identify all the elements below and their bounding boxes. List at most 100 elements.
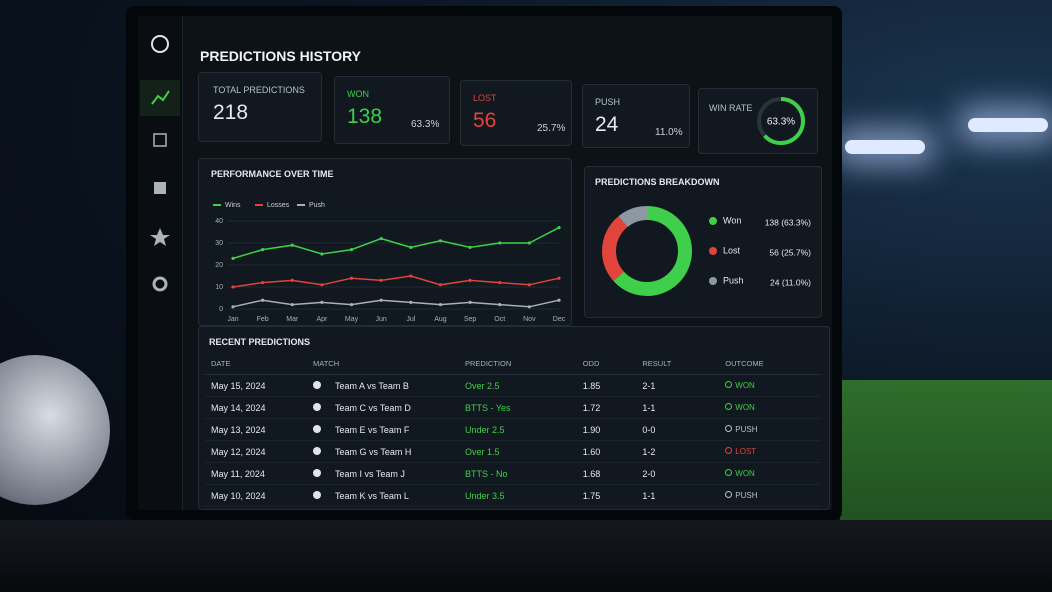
- settings-icon[interactable]: [152, 276, 168, 292]
- stat-label: WIN RATE: [709, 103, 753, 113]
- y-tick-label: 30: [215, 240, 223, 247]
- match-icon: [313, 402, 321, 411]
- series-point: [320, 283, 324, 287]
- cell-result: 2-1: [636, 374, 720, 397]
- x-tick-label: Jun: [376, 316, 387, 323]
- match-name: Team I vs Team J: [335, 468, 405, 479]
- cell-match: Team K vs Team L: [307, 484, 459, 507]
- series-point: [409, 274, 413, 278]
- column-header: DATE: [205, 353, 307, 375]
- series-point: [320, 300, 324, 304]
- panel-title: PREDICTIONS BREAKDOWN: [595, 177, 720, 187]
- series-point: [527, 241, 531, 245]
- cell-date: May 12, 2024: [205, 440, 307, 463]
- cell-odd: 1.72: [576, 396, 637, 419]
- cell-result: 0-0: [636, 418, 720, 441]
- cell-odd: 1.60: [576, 440, 637, 463]
- outcome-icon: [725, 491, 733, 498]
- series-point: [261, 298, 265, 302]
- sidebar-icons: [140, 35, 180, 292]
- stat-pct: 11.0%: [655, 127, 683, 138]
- series-point: [379, 278, 383, 282]
- table-body: May 15, 2024 Team A vs Team B Over 2.5 1.85…: [205, 374, 821, 507]
- page-title: PREDICTIONS HISTORY: [200, 48, 362, 64]
- column-header: RESULT: [636, 353, 720, 375]
- y-tick-label: 0: [219, 306, 223, 313]
- stat-label: TOTAL PREDICTIONS: [213, 85, 305, 95]
- series-point: [557, 226, 561, 230]
- list-icon[interactable]: [153, 133, 167, 147]
- series-point: [231, 285, 235, 289]
- series-point: [557, 276, 561, 280]
- cell-prediction: Over 2.5: [459, 374, 577, 397]
- series-point: [349, 248, 354, 252]
- stat-card: PUSH 24 11.0%: [582, 84, 690, 148]
- donut-segment: [602, 206, 692, 296]
- series-point: [498, 303, 502, 307]
- legend-dot: [709, 247, 717, 255]
- outcome-text: PUSH: [735, 425, 758, 434]
- cell-odd: 1.90: [576, 418, 637, 441]
- outcome-text: WON: [735, 403, 755, 412]
- series-point: [261, 248, 265, 252]
- recent-panel: RECENT PREDICTIONS DATE MATCH PREDICTION OD…: [198, 326, 830, 510]
- cell-outcome: LOST: [719, 440, 821, 463]
- match-icon: [313, 424, 321, 433]
- series-point: [290, 243, 294, 247]
- outcome-icon: [725, 469, 733, 476]
- cell-result: 1-1: [636, 484, 720, 507]
- match-icon: [313, 446, 321, 455]
- legend-dot: [709, 217, 717, 225]
- column-header: OUTCOME: [719, 353, 821, 375]
- cell-match: Team A vs Team B: [307, 374, 459, 397]
- x-tick-label: May: [345, 316, 359, 323]
- match-name: Team G vs Team H: [335, 446, 412, 457]
- series-point: [231, 305, 235, 309]
- legend-value: 24 (11.0%): [770, 277, 811, 287]
- series-point: [409, 300, 413, 304]
- outcome-icon: [725, 447, 733, 454]
- series-point: [438, 303, 443, 307]
- panel-title: RECENT PREDICTIONS: [209, 337, 311, 347]
- stat-card: WIN RATE 63.3%: [698, 88, 818, 154]
- cell-result: 2-0: [636, 462, 720, 485]
- x-tick-label: Jan: [227, 316, 238, 323]
- series-point: [557, 298, 561, 302]
- logo-icon[interactable]: [151, 35, 169, 53]
- stat-label: PUSH: [595, 97, 621, 107]
- stat-value: 138: [347, 105, 383, 128]
- cell-match: Team I vs Team J: [307, 462, 459, 485]
- series-point: [527, 283, 531, 287]
- cell-prediction: BTTS - No: [459, 462, 577, 485]
- header-row: DATE MATCH PREDICTION ODD RESULT OUTCOME: [205, 353, 821, 375]
- chart-icon[interactable]: [151, 90, 170, 105]
- stat-pct: 63.3%: [411, 119, 440, 130]
- stadium-light: [845, 140, 925, 154]
- match-name: Team K vs Team L: [335, 490, 409, 501]
- star-icon[interactable]: [150, 228, 170, 246]
- match-name: Team E vs Team F: [335, 424, 410, 435]
- table-row: May 15, 2024 Team A vs Team B Over 2.5 1.85…: [205, 374, 821, 397]
- table-row: May 13, 2024 Team E vs Team F Under 2.5 1.9…: [205, 418, 821, 441]
- cell-date: May 14, 2024: [205, 396, 307, 419]
- match-name: Team C vs Team D: [335, 402, 411, 413]
- legend-value: 56 (25.7%): [769, 247, 811, 257]
- outcome-icon: [725, 403, 733, 410]
- calendar-icon[interactable]: [154, 182, 166, 194]
- x-tick-label: Jul: [406, 316, 415, 323]
- ring-arc: [757, 97, 805, 145]
- stat-value: 24: [595, 113, 619, 136]
- series-point: [379, 237, 383, 241]
- breakdown-panel: PREDICTIONS BREAKDOWN Won 138 (63.3%) Lost…: [584, 166, 822, 318]
- stat-label: WON: [347, 89, 369, 99]
- table-wrap: DATE MATCH PREDICTION ODD RESULT OUTCOME May 1…: [205, 353, 821, 507]
- match-name: Team A vs Team B: [335, 380, 409, 391]
- legend-dot: [709, 277, 717, 285]
- series-point: [468, 300, 472, 304]
- cell-result: 1-1: [636, 396, 720, 419]
- donut-segment: [602, 206, 692, 296]
- cell-outcome: WON: [719, 462, 821, 485]
- x-tick-label: Feb: [257, 316, 269, 323]
- x-tick-label: Mar: [286, 316, 299, 323]
